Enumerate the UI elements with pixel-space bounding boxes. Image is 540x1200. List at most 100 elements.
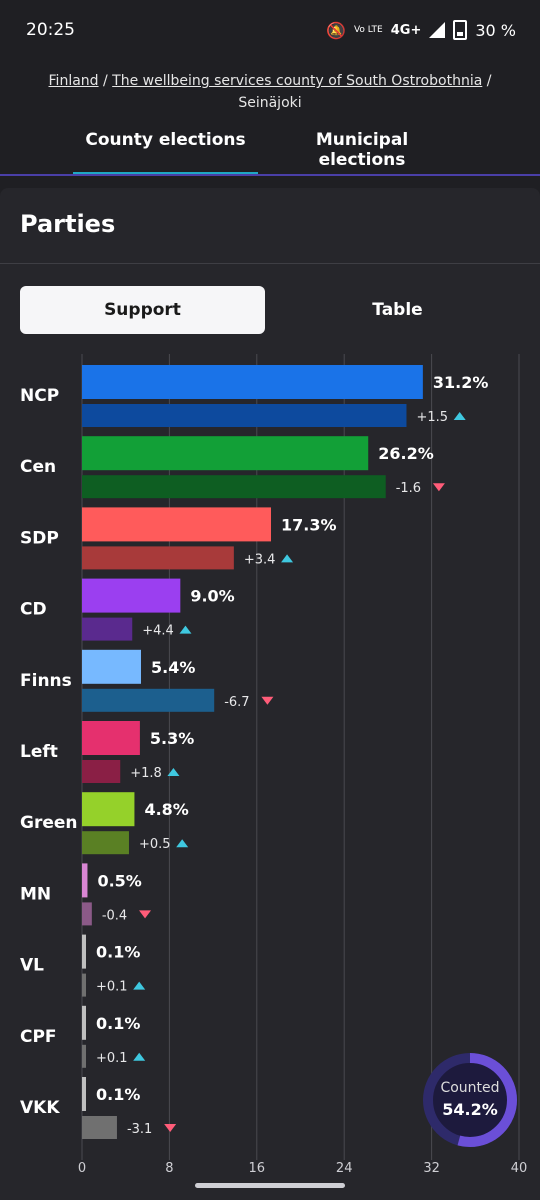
breadcrumb: Finland / The wellbeing services county … [20, 70, 520, 114]
battery-level: 30 % [475, 20, 516, 40]
support-bar [82, 507, 272, 542]
party-label: CPF [20, 1027, 57, 1047]
support-bar [82, 1077, 86, 1111]
support-bar [82, 1005, 86, 1040]
party-label: NCP [20, 386, 59, 406]
previous-bar [82, 617, 133, 641]
x-tick-label: 8 [165, 1161, 173, 1176]
election-tabs: County elections Municipal elections [0, 130, 540, 176]
party-label: VL [20, 956, 44, 976]
increase-arrow-icon [167, 768, 180, 776]
party-support-chart: 0 8 16 24 32 40 NCP 31.2% +1.5 Cen 26.2% -1.6 SDP 17.… [20, 354, 528, 1176]
support-value: 5.3% [150, 729, 194, 748]
previous-bar [82, 1116, 117, 1139]
support-value: 0.1% [96, 1085, 140, 1104]
increase-arrow-icon [453, 412, 466, 420]
increase-arrow-icon [176, 839, 189, 848]
breadcrumb-separator: / [486, 73, 492, 89]
previous-bar [82, 546, 234, 570]
support-bar [82, 365, 423, 399]
support-value: 0.1% [96, 1014, 140, 1033]
increase-arrow-icon [133, 981, 146, 990]
previous-bar [82, 902, 92, 926]
support-bar [82, 792, 135, 827]
support-bar [82, 934, 86, 969]
change-value: -6.7 [224, 695, 249, 710]
x-tick-label: 16 [249, 1161, 266, 1176]
change-value: +4.4 [142, 624, 174, 639]
network-label: 4G+ [390, 22, 422, 38]
counted-label: Counted [440, 1080, 500, 1096]
counted-ring [423, 1053, 517, 1147]
party-label: Cen [20, 457, 56, 477]
change-value: +1.5 [416, 410, 448, 425]
support-value: 4.8% [144, 800, 188, 819]
support-value: 31.2% [433, 373, 489, 392]
decrease-arrow-icon [261, 696, 274, 705]
counted-value: 54.2% [442, 1100, 498, 1119]
support-value: 0.5% [97, 871, 141, 890]
increase-arrow-icon [133, 1052, 146, 1061]
change-value: -0.4 [102, 908, 127, 923]
counted-ring-fill [423, 1053, 517, 1147]
previous-bar [82, 1044, 86, 1068]
support-value: 17.3% [281, 515, 337, 534]
decrease-arrow-icon [139, 910, 152, 919]
support-bar [82, 721, 140, 755]
breadcrumb-country[interactable]: Finland [48, 73, 99, 89]
increase-arrow-icon [179, 625, 192, 634]
card-divider [0, 263, 540, 264]
increase-arrow-icon [281, 554, 294, 563]
support-bar [82, 436, 369, 471]
mute-icon: 🔕 [326, 20, 346, 40]
breadcrumb-municipality: Seinäjoki [238, 95, 302, 111]
party-label: Left [20, 742, 58, 762]
party-label: Green [20, 813, 78, 833]
previous-bar [82, 760, 121, 783]
counted-progress: Counted 54.2% [420, 1050, 520, 1150]
support-bar [82, 863, 88, 898]
previous-bar [82, 688, 215, 712]
status-bar: 20:25 🔕 Vo LTE 4G+ 30 % [0, 0, 540, 62]
breadcrumb-county[interactable]: The wellbeing services county of South O… [112, 73, 483, 89]
status-icons: 🔕 Vo LTE 4G+ 30 % [326, 20, 516, 40]
decrease-arrow-icon [432, 483, 445, 492]
support-value: 26.2% [378, 444, 434, 463]
decrease-arrow-icon [164, 1124, 177, 1132]
battery-icon [453, 20, 468, 40]
party-label: CD [20, 600, 47, 620]
signal-icon [429, 22, 446, 38]
party-label: MN [20, 884, 51, 904]
change-value: +1.8 [130, 766, 162, 781]
volte-icon: Vo LTE [353, 24, 383, 35]
support-bar [82, 649, 141, 684]
party-label: VKK [20, 1098, 60, 1118]
gesture-bar [195, 1183, 345, 1188]
support-value: 0.1% [96, 943, 140, 962]
x-tick-label: 40 [511, 1161, 528, 1176]
party-label: Finns [20, 671, 72, 691]
change-value: +0.1 [96, 1051, 128, 1066]
support-value: 5.4% [151, 658, 195, 677]
change-value: +0.1 [96, 980, 128, 995]
party-label: SDP [20, 528, 59, 548]
support-view-button[interactable]: Support [20, 286, 265, 334]
change-value: -3.1 [127, 1122, 152, 1137]
support-value: 9.0% [190, 587, 234, 606]
tab-divider [0, 174, 540, 176]
change-value: +0.5 [139, 837, 171, 852]
breadcrumb-separator: / [103, 73, 108, 89]
clock: 20:25 [26, 20, 75, 40]
previous-bar [82, 831, 129, 855]
previous-bar [82, 404, 407, 427]
previous-bar [82, 475, 386, 499]
previous-bar [82, 973, 86, 997]
tab-municipal-elections[interactable]: Municipal elections [315, 130, 409, 170]
section-title: Parties [20, 210, 116, 238]
change-value: -1.6 [396, 481, 421, 496]
tab-county-elections[interactable]: County elections [73, 130, 258, 176]
change-value: +3.4 [244, 552, 276, 567]
table-view-button[interactable]: Table [372, 300, 423, 320]
x-tick-label: 24 [336, 1161, 353, 1176]
x-tick-label: 32 [423, 1161, 440, 1176]
